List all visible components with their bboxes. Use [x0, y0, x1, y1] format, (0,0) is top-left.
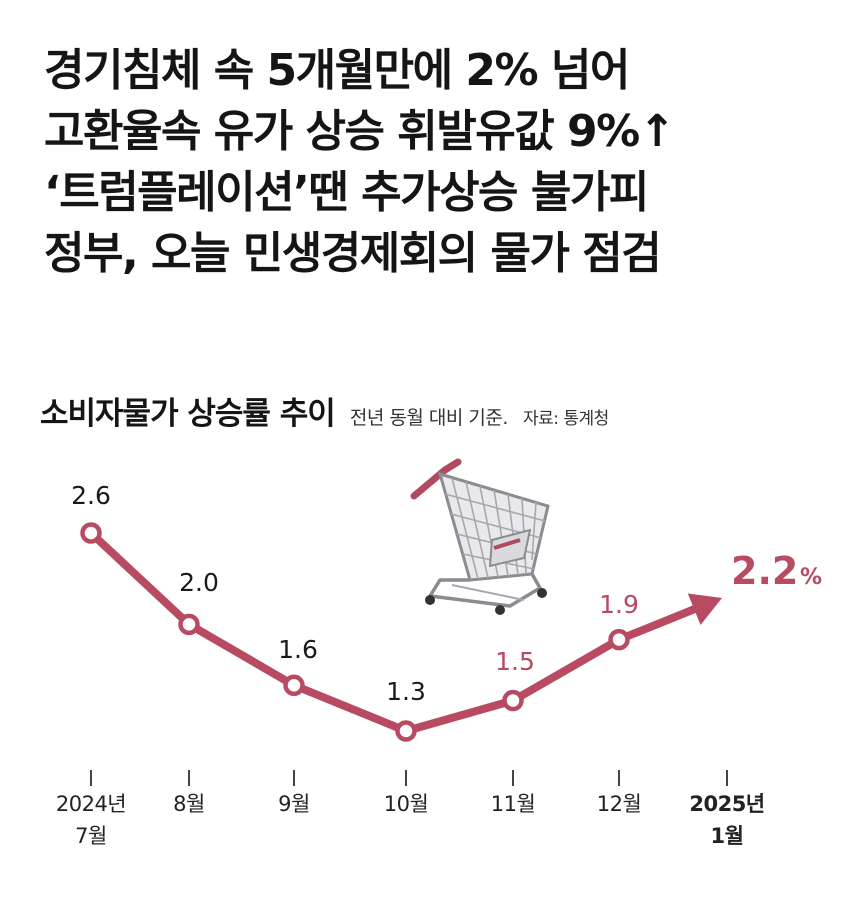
data-points [80, 522, 630, 742]
data-labels: 2.6 2.0 1.6 1.3 1.5 1.9 2.2% [71, 481, 822, 706]
x-tick-label: 1월 [711, 824, 744, 848]
x-tick-label: 2025년 [689, 792, 764, 816]
data-label: 1.3 [386, 677, 426, 706]
data-label: 1.9 [599, 590, 639, 619]
trend-arrow-shaft [615, 605, 699, 644]
chart-header: 소비자물가 상승률 추이 전년 동월 대비 기준. 자료: 통계청 [40, 388, 609, 433]
headline-line-4: 정부, 오늘 민생경제회의 물가 점검 [44, 228, 662, 279]
chart-subtitle: 전년 동월 대비 기준. [349, 407, 509, 429]
data-point [395, 720, 417, 742]
headline-line-3: ‘트럼플레이션’땐 추가상승 불가피 [44, 167, 649, 218]
data-point [80, 522, 102, 544]
chart-title: 소비자물가 상승률 추이 [40, 396, 336, 432]
data-label: 2.0 [179, 568, 219, 597]
series-line-layer [87, 529, 722, 735]
data-point [608, 628, 630, 651]
x-tick-label: 9월 [278, 792, 310, 816]
headline: 경기침체 속 5개월만에 2% 넘어 고환율속 유가 상승 휘발유값 9%↑ ‘… [44, 40, 834, 284]
data-point [178, 613, 200, 636]
data-point [283, 674, 305, 697]
data-label-highlight: 2.2 [731, 549, 798, 593]
data-point [502, 689, 524, 712]
headline-line-2: 고환율속 유가 상승 휘발유값 9%↑ [44, 106, 676, 157]
x-tick-label: 12월 [597, 792, 642, 816]
data-label-unit: % [800, 565, 822, 590]
series-line [87, 529, 623, 735]
x-tick-label: 2024년 [56, 792, 126, 816]
x-axis: 2024년 7월 8월 9월 10월 11월 12월 2025년 1월 [56, 770, 765, 848]
x-tick-label: 8월 [173, 792, 205, 816]
data-label: 1.5 [495, 647, 535, 676]
chart-source: 자료: 통계청 [522, 409, 609, 429]
headline-line-1: 경기침체 속 5개월만에 2% 넘어 [44, 45, 630, 96]
x-tick-label: 11월 [491, 792, 536, 816]
data-label: 2.6 [71, 481, 111, 510]
x-tick-label: 10월 [384, 792, 429, 816]
x-tick-label: 7월 [75, 824, 107, 848]
shopping-cart-icon [410, 458, 550, 615]
data-label: 1.6 [278, 635, 318, 664]
trend-arrow-icon [687, 593, 722, 626]
